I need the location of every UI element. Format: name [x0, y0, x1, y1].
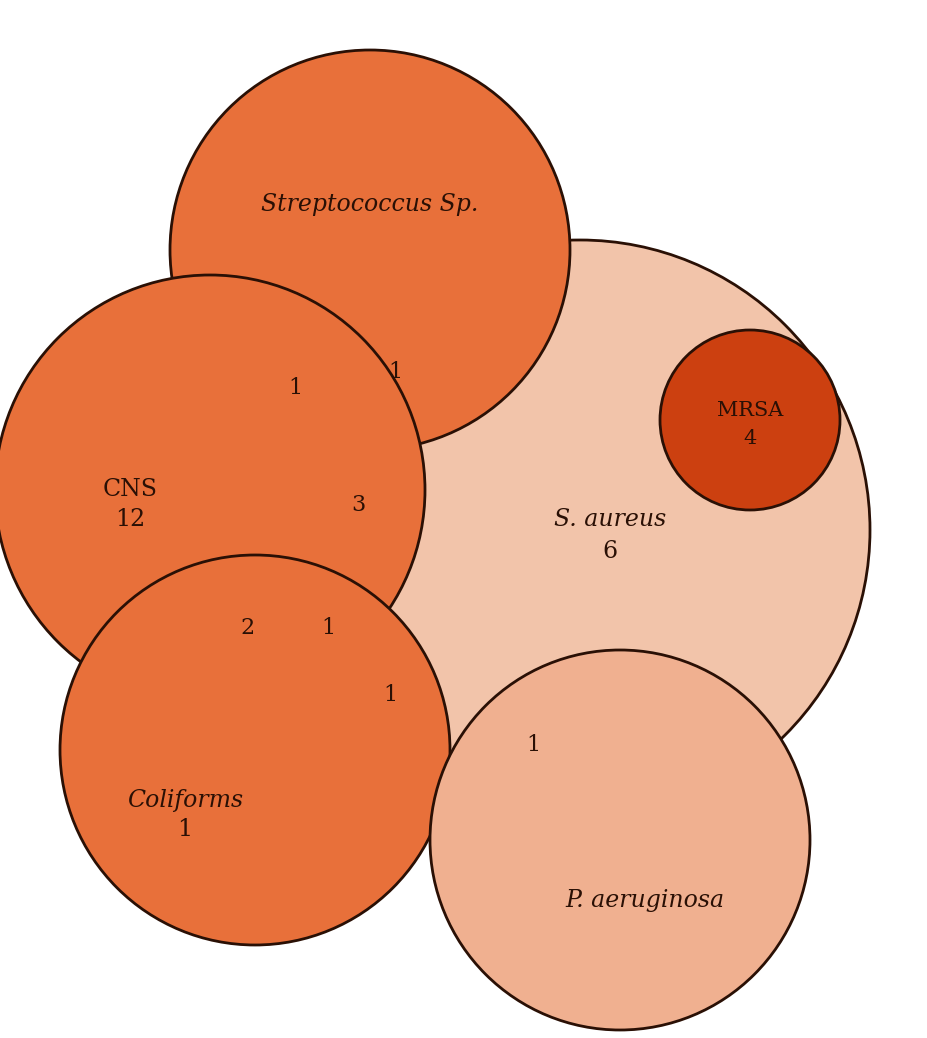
- Text: 3: 3: [351, 494, 365, 516]
- Text: MRSA: MRSA: [717, 401, 783, 419]
- Circle shape: [0, 275, 425, 705]
- Text: S. aureus: S. aureus: [553, 509, 667, 531]
- Text: 1: 1: [177, 819, 193, 842]
- Text: 1: 1: [387, 361, 402, 383]
- Text: Streptococcus Sp.: Streptococcus Sp.: [261, 193, 478, 217]
- Text: 1: 1: [288, 377, 302, 399]
- Circle shape: [170, 50, 570, 450]
- Circle shape: [60, 555, 450, 945]
- Text: 1: 1: [526, 734, 540, 756]
- Text: 1: 1: [383, 684, 397, 706]
- Text: P. aeruginosa: P. aeruginosa: [565, 889, 725, 911]
- Text: 6: 6: [603, 541, 617, 564]
- Circle shape: [660, 330, 840, 510]
- Text: 12: 12: [115, 509, 146, 531]
- Circle shape: [290, 240, 870, 820]
- Circle shape: [430, 650, 810, 1030]
- Text: Coliforms: Coliforms: [127, 789, 243, 812]
- Text: 4: 4: [743, 429, 756, 447]
- Text: 1: 1: [321, 617, 335, 639]
- Text: 2: 2: [241, 617, 255, 639]
- Text: CNS: CNS: [103, 479, 158, 501]
